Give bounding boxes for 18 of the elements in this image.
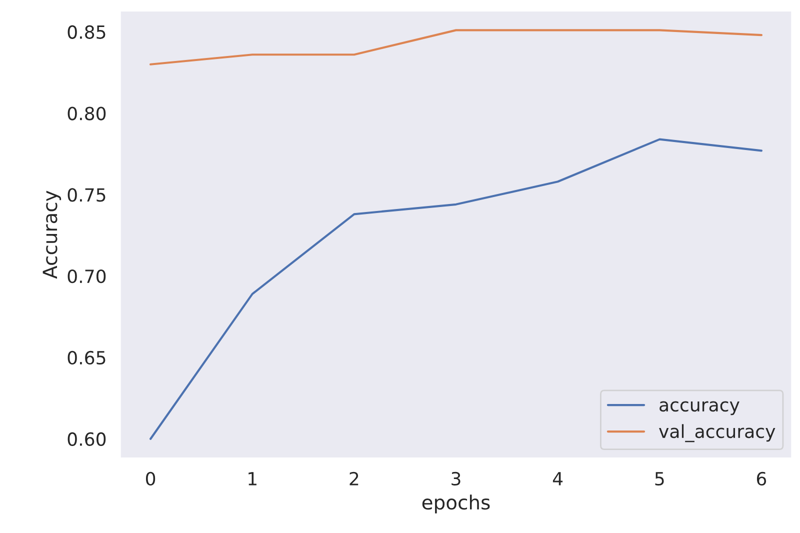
x-axis-title: epochs (422, 494, 490, 514)
x-tick-label: 3 (452, 472, 460, 486)
x-tick-label: 5 (655, 472, 664, 486)
x-tick-label: 6 (756, 472, 766, 486)
x-tick-label: 4 (552, 472, 563, 486)
legend-label: val_accuracy (659, 424, 776, 442)
x-tick-label: 0 (146, 472, 156, 486)
legend-label: accuracy (660, 401, 740, 416)
y-tick-label: 0.70 (68, 269, 106, 284)
y-tick-label: 0.80 (68, 106, 106, 120)
y-tick-label: 0.75 (68, 188, 106, 202)
x-tick-label: 1 (248, 472, 256, 486)
x-tick-label: 2 (350, 472, 358, 486)
y-tick-label: 0.85 (68, 25, 106, 39)
line-series (150, 29, 762, 66)
y-tick-label: 0.65 (68, 350, 106, 365)
y-tick-label: 0.60 (68, 432, 106, 446)
y-axis-title: Accuracy (42, 190, 62, 279)
